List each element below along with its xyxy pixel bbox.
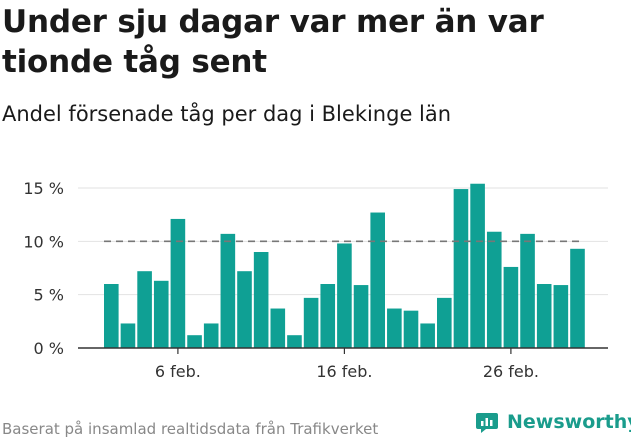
bar xyxy=(437,297,452,348)
x-tick-label: 6 feb. xyxy=(155,362,201,381)
bar xyxy=(536,284,552,348)
source-note: Baserat på insamlad realtidsdata från Tr… xyxy=(2,420,379,438)
bar xyxy=(553,285,569,348)
y-tick-label: 0 % xyxy=(34,339,64,358)
bar xyxy=(104,284,119,348)
bar xyxy=(353,285,369,348)
bar xyxy=(403,310,419,348)
bar xyxy=(270,308,286,348)
bar xyxy=(387,308,402,348)
bar xyxy=(153,280,169,348)
bar xyxy=(253,252,269,348)
bar xyxy=(187,335,202,348)
bar-chart: 0 % 5 % 10 % 15 % 6 feb. 16 feb. 26 feb. xyxy=(23,179,608,381)
bar xyxy=(453,189,469,348)
bar xyxy=(320,284,336,348)
chart-title: Under sju dagar var mer än var tionde tå… xyxy=(2,4,544,80)
bar xyxy=(520,233,535,348)
bar xyxy=(203,323,219,348)
bar xyxy=(337,243,352,348)
x-tick-label: 26 feb. xyxy=(483,362,539,381)
bar xyxy=(470,183,485,348)
logo-text: Newsworthy xyxy=(507,411,631,433)
bar xyxy=(287,335,302,348)
bar xyxy=(503,266,519,348)
bar xyxy=(137,271,152,348)
bar xyxy=(420,323,435,348)
chart-subtitle: Andel försenade tåg per dag i Blekinge l… xyxy=(2,102,452,126)
y-tick-label: 5 % xyxy=(34,286,64,305)
bar xyxy=(303,297,319,348)
bar xyxy=(237,271,252,348)
y-tick-label: 15 % xyxy=(23,179,64,198)
bar xyxy=(486,231,502,348)
y-tick-label: 10 % xyxy=(23,232,64,251)
bar xyxy=(370,212,385,348)
newsworthy-logo-icon xyxy=(476,413,498,433)
bar xyxy=(220,233,236,348)
bar xyxy=(170,218,186,348)
x-tick-label: 16 feb. xyxy=(316,362,372,381)
bar xyxy=(120,323,136,348)
bar xyxy=(570,248,585,348)
newsworthy-logo: Newsworthy xyxy=(475,408,631,436)
